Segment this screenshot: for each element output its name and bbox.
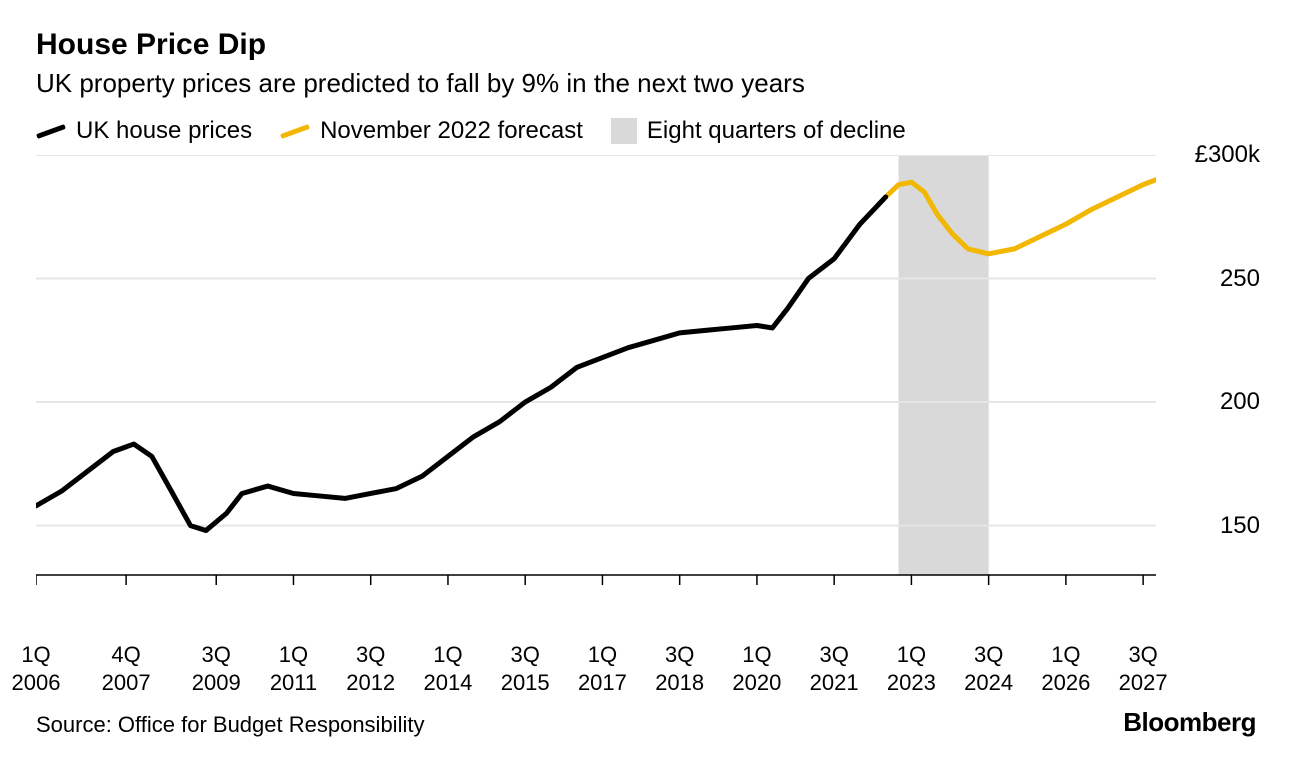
x-tick-label: 1Q2011	[270, 641, 317, 696]
legend-label-forecast: November 2022 forecast	[320, 117, 583, 145]
x-tick-label: 1Q2020	[732, 641, 781, 696]
x-tick-label: 1Q2014	[423, 641, 472, 696]
x-tick-label: 3Q2009	[192, 641, 241, 696]
chart-title: House Price Dip	[36, 28, 1256, 62]
x-tick-label: 1Q2017	[578, 641, 627, 696]
x-tick-label: 3Q2012	[346, 641, 395, 696]
x-tick-label: 3Q2021	[810, 641, 859, 696]
y-tick-label: £300k	[1195, 141, 1260, 169]
legend-item-forecast: November 2022 forecast	[280, 117, 583, 145]
legend-swatch-actual	[36, 124, 66, 139]
legend-swatch-forecast	[280, 124, 310, 139]
legend-item-actual: UK house prices	[36, 117, 252, 145]
x-tick-label: 3Q2018	[655, 641, 704, 696]
x-tick-label: 1Q2006	[12, 641, 61, 696]
y-tick-label: 150	[1220, 512, 1260, 540]
x-axis-labels: 1Q20064Q20073Q20091Q20113Q20121Q20143Q20…	[36, 641, 1156, 701]
legend-item-band: Eight quarters of decline	[611, 117, 906, 145]
x-tick-label: 3Q2024	[964, 641, 1013, 696]
x-tick-label: 3Q2015	[501, 641, 550, 696]
line-chart-svg	[36, 155, 1156, 595]
legend-swatch-band	[611, 118, 637, 144]
x-tick-label: 1Q2023	[887, 641, 936, 696]
x-tick-label: 3Q2027	[1119, 641, 1168, 696]
chart-area: 150200250£300k	[36, 155, 1256, 635]
source-text: Source: Office for Budget Responsibility	[36, 712, 424, 738]
y-tick-label: 250	[1220, 265, 1260, 293]
y-tick-label: 200	[1220, 388, 1260, 416]
chart-subtitle: UK property prices are predicted to fall…	[36, 68, 1256, 99]
x-tick-label: 4Q2007	[102, 641, 151, 696]
legend-label-band: Eight quarters of decline	[647, 117, 906, 145]
x-tick-label: 1Q2026	[1041, 641, 1090, 696]
legend: UK house prices November 2022 forecast E…	[36, 117, 1256, 145]
brand-logo: Bloomberg	[1123, 707, 1256, 738]
legend-label-actual: UK house prices	[76, 117, 252, 145]
